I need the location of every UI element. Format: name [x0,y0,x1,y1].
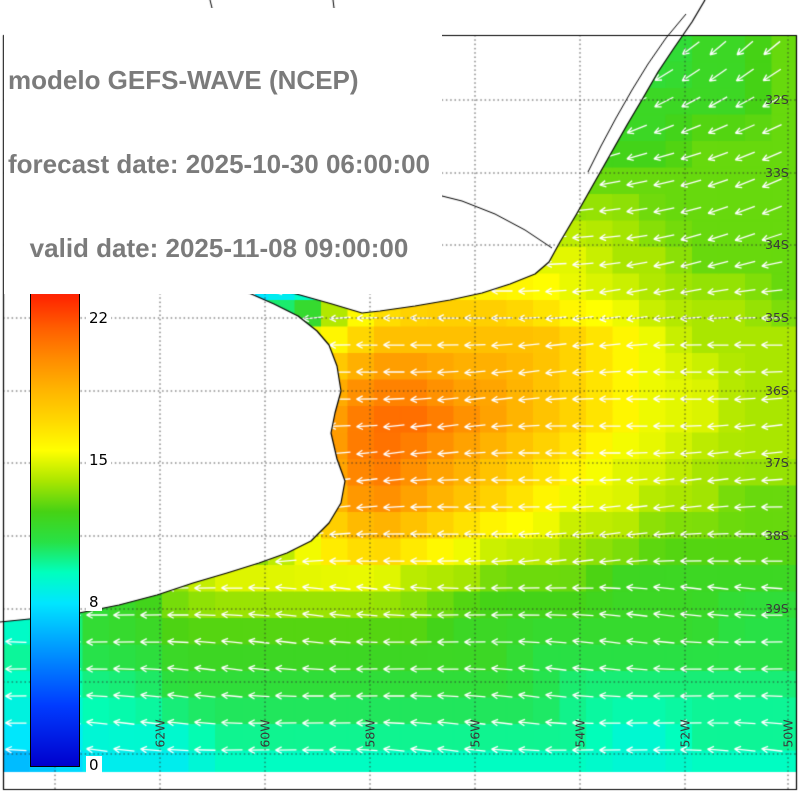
forecast-date: forecast date: 2025-10-30 06:00:00 [8,149,431,179]
valid-date: valid date: 2025-11-08 09:00:00 [8,233,409,263]
colorbar-tick-label: 22 [86,308,112,327]
colorbar-tick-label: 8 [86,593,102,612]
model-title: modelo GEFS-WAVE (NCEP) [8,65,359,95]
colorbar-tick-label: 15 [86,451,112,469]
colorbar-tick-label: 0 [86,756,102,774]
plot-title-block: modelo GEFS-WAVE (NCEP) forecast date: 2… [4,8,443,294]
